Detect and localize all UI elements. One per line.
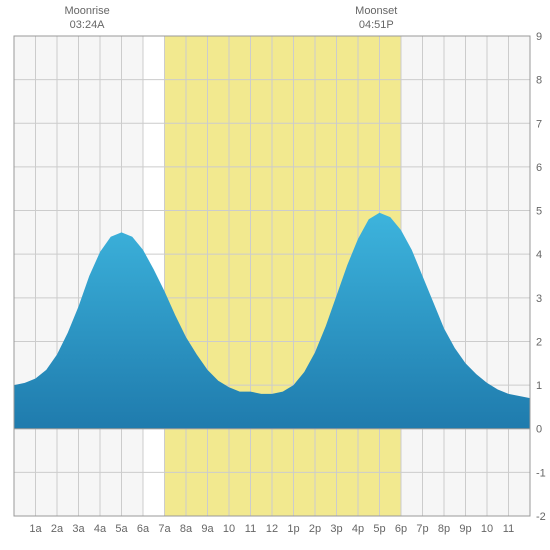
x-tick-label: 2a [51,523,64,535]
x-tick-label: 6p [395,523,407,535]
y-tick-label: 1 [536,380,542,392]
moonset-time: 04:51P [346,18,406,32]
y-tick-label: 6 [536,162,542,174]
x-tick-label: 9p [459,523,471,535]
y-tick-label: 5 [536,206,542,218]
chart-svg: -2-101234567891a2a3a4a5a6a7a8a9a1011121p… [0,0,550,550]
x-tick-label: 10 [481,523,493,535]
y-tick-label: -2 [536,511,546,523]
x-tick-label: 8p [438,523,450,535]
x-tick-label: 9a [201,523,214,535]
x-tick-label: 3p [330,523,342,535]
tide-chart: Moonrise 03:24A Moonset 04:51P -2-101234… [0,0,550,550]
y-tick-label: 4 [536,249,542,261]
y-tick-label: 9 [536,31,542,43]
y-tick-label: 0 [536,424,542,436]
x-tick-label: 12 [266,523,278,535]
moonrise-time: 03:24A [57,18,117,32]
x-tick-label: 7p [416,523,428,535]
y-tick-label: 8 [536,75,542,87]
x-tick-label: 7a [158,523,171,535]
x-tick-label: 4p [352,523,364,535]
x-tick-label: 5p [373,523,385,535]
x-tick-label: 5a [115,523,128,535]
moonset-label: Moonset 04:51P [346,4,406,33]
moonrise-title: Moonrise [57,4,117,18]
x-tick-label: 11 [503,523,514,535]
x-tick-label: 8a [180,523,193,535]
moonset-title: Moonset [346,4,406,18]
y-tick-label: 2 [536,336,542,348]
x-tick-label: 2p [309,523,321,535]
x-tick-label: 4a [94,523,107,535]
y-tick-label: -1 [536,467,546,479]
y-tick-label: 7 [536,118,542,130]
x-tick-label: 11 [245,523,256,535]
y-tick-label: 3 [536,293,542,305]
x-tick-label: 6a [137,523,150,535]
x-tick-label: 3a [72,523,85,535]
x-tick-label: 1p [287,523,299,535]
moonrise-label: Moonrise 03:24A [57,4,117,33]
x-tick-label: 1a [29,523,42,535]
x-tick-label: 10 [223,523,235,535]
